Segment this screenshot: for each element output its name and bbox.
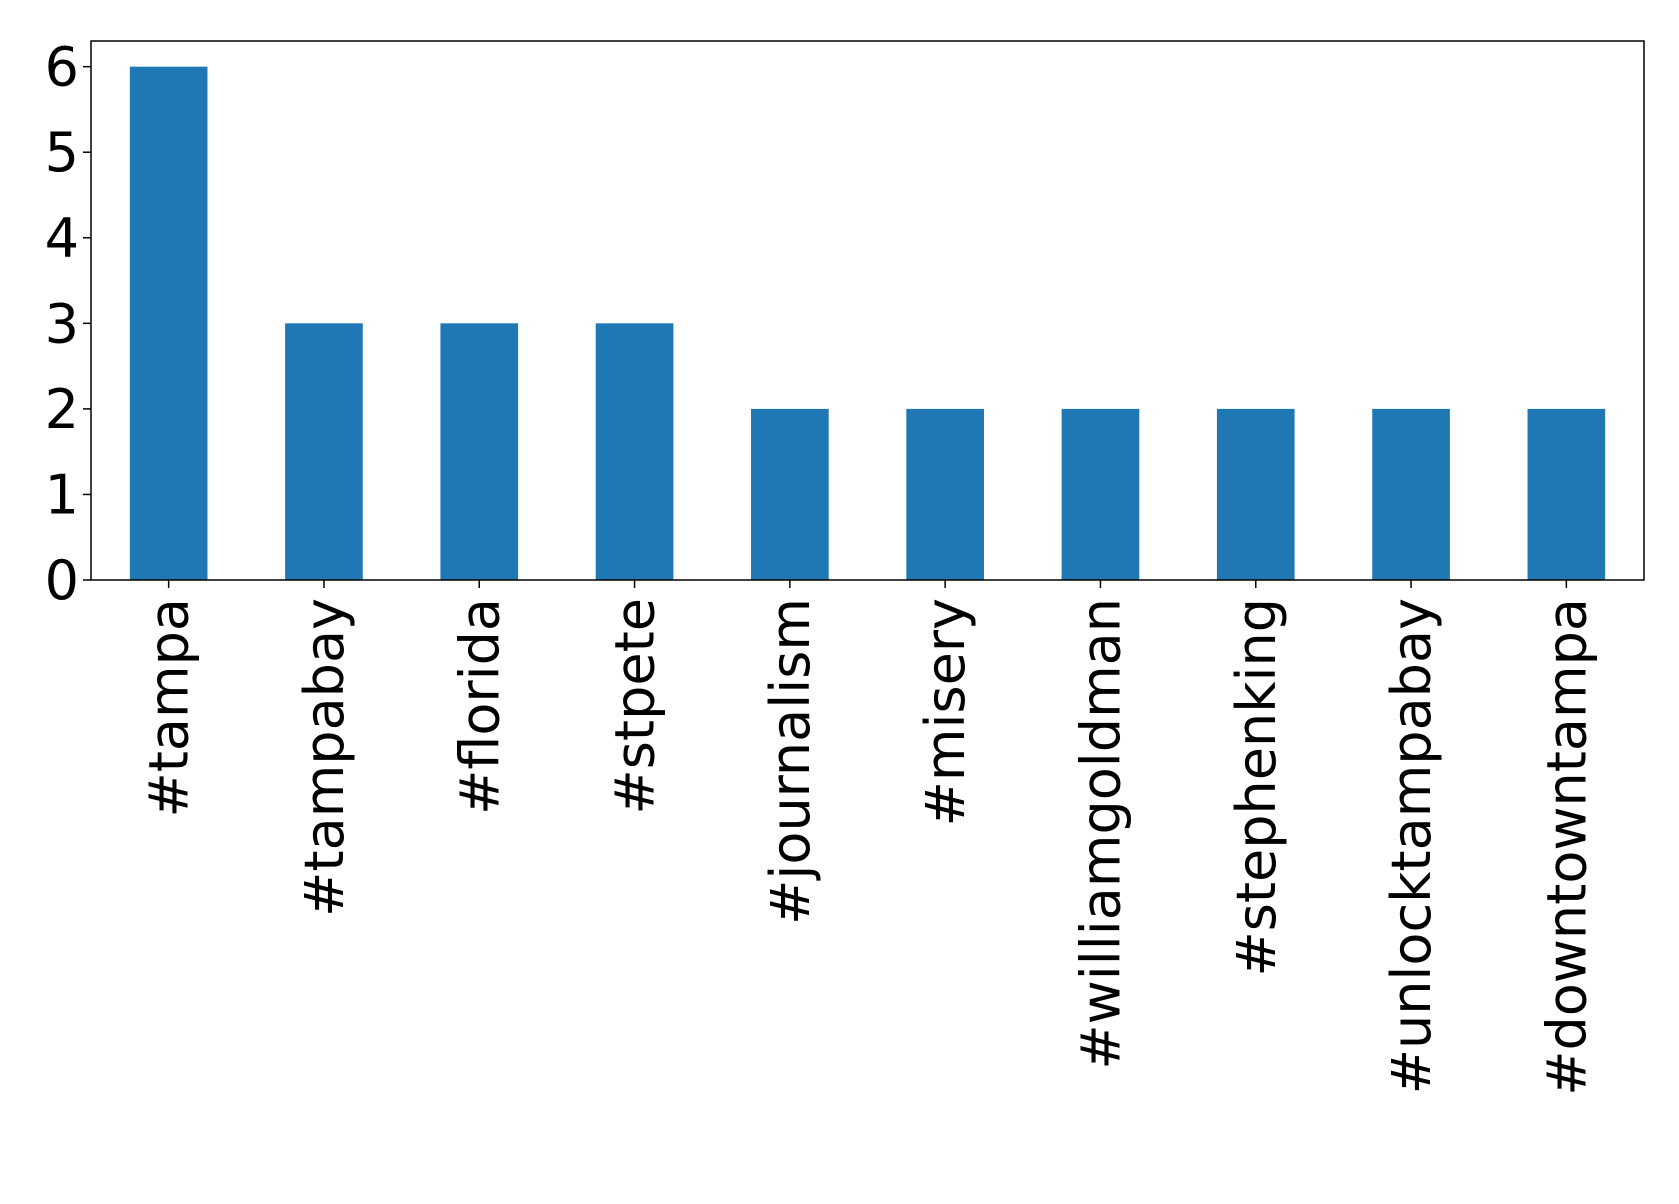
x-tick-label: #stpete [604,598,667,814]
y-tick-label: 6 [45,36,79,99]
bar [751,408,829,580]
bar [906,408,984,580]
y-tick-label: 5 [45,121,79,184]
bar [440,323,519,580]
bar [129,66,208,580]
x-tick-label: #stephenking [1225,598,1288,977]
plot-frame [90,40,1645,581]
bar [1061,408,1140,580]
x-tick-label: #tampa [138,598,201,817]
bar [1216,408,1295,580]
bar [285,323,363,580]
x-tick-label: #downtowntampa [1535,598,1598,1096]
y-tick-label: 4 [45,207,79,270]
y-tick-label: 2 [45,378,79,441]
bar [1527,408,1606,580]
y-tick-label: 1 [45,463,79,526]
bar [1372,408,1450,580]
x-tick-label: #journalism [759,598,822,925]
x-tick-label: #misery [914,598,977,826]
x-tick-label: #williamgoldman [1069,598,1132,1070]
x-tick-label: #florida [448,598,511,815]
x-tick-label: #unlocktampabay [1380,598,1443,1094]
y-tick-label: 3 [45,292,79,355]
y-tick-label: 0 [45,549,79,612]
x-tick-label: #tampabay [293,598,356,917]
bar [595,323,674,580]
